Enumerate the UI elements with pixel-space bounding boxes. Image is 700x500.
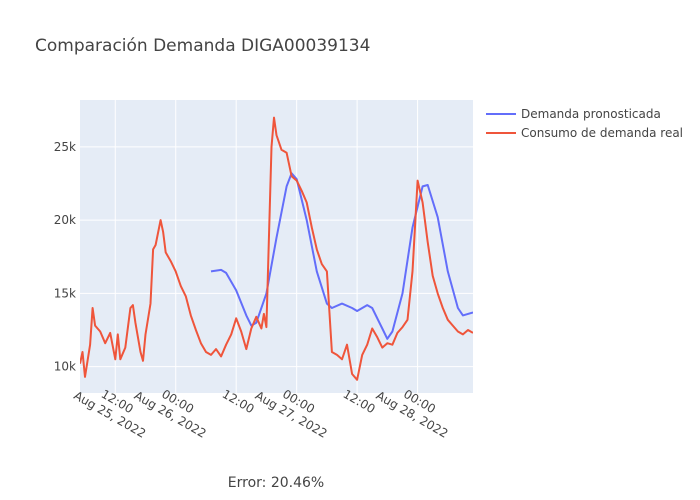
y-axis-ticks: 10k 15k 20k 25k [54, 140, 76, 374]
legend-label: Consumo de demanda real [521, 126, 683, 140]
series-layer [80, 116, 473, 381]
y-tick-label: 15k [54, 286, 76, 300]
error-annotation: Error: 20.46% [228, 475, 324, 491]
legend-label: Demanda pronosticada [521, 107, 661, 121]
series-line [80, 116, 473, 381]
y-tick-label: 10k [54, 360, 76, 374]
x-gridlines [114, 100, 419, 393]
y-tick-label: 20k [54, 213, 76, 227]
legend-item[interactable]: Consumo de demanda real [486, 126, 683, 140]
legend-item[interactable]: Demanda pronosticada [486, 107, 661, 121]
chart-title: Comparación Demanda DIGA00039134 [35, 36, 370, 56]
legend[interactable]: Demanda pronosticada Consumo de demanda r… [486, 107, 683, 140]
y-tick-label: 25k [54, 140, 76, 154]
y-gridlines [80, 146, 473, 368]
